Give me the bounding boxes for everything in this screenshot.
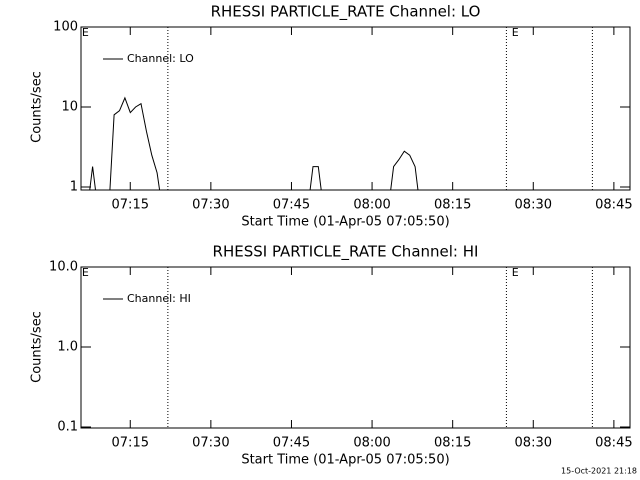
y-axis-label: Counts/sec bbox=[30, 71, 45, 143]
x-tick-label: 08:00 bbox=[353, 436, 390, 451]
data-line bbox=[89, 96, 419, 190]
x-tick-label: 08:15 bbox=[434, 436, 471, 451]
x-tick-label: 08:30 bbox=[515, 436, 552, 451]
x-axis-label: Start Time (01-Apr-05 07:05:50) bbox=[241, 453, 449, 468]
x-tick-label: 08:15 bbox=[434, 198, 471, 213]
x-axis-label: Start Time (01-Apr-05 07:05:50) bbox=[241, 215, 449, 230]
y-tick-label: 10.0 bbox=[49, 260, 78, 275]
annotation: E bbox=[512, 26, 519, 39]
x-tick-label: 07:45 bbox=[273, 436, 310, 451]
y-tick-label: 10 bbox=[61, 100, 78, 115]
annotation: E bbox=[82, 26, 89, 39]
timestamp: 15-Oct-2021 21:18 bbox=[561, 467, 637, 476]
legend-label: Channel: HI bbox=[127, 292, 191, 305]
plot-frame bbox=[80, 26, 631, 191]
y-tick-label: 0.1 bbox=[57, 420, 78, 435]
y-tick-label: 1.0 bbox=[57, 340, 78, 355]
x-tick-label: 07:30 bbox=[192, 436, 229, 451]
x-tick-label: 08:45 bbox=[595, 436, 632, 451]
x-tick-label: 07:30 bbox=[192, 198, 229, 213]
chart-title: RHESSI PARTICLE_RATE Channel: HI bbox=[213, 243, 479, 262]
x-tick-label: 08:00 bbox=[353, 198, 390, 213]
y-axis-label: Counts/sec bbox=[30, 311, 45, 383]
y-tick-label: 100 bbox=[53, 20, 78, 35]
x-tick-label: 08:45 bbox=[595, 198, 632, 213]
annotation: E bbox=[512, 266, 519, 279]
chart-title: RHESSI PARTICLE_RATE Channel: LO bbox=[211, 3, 481, 22]
legend-label: Channel: LO bbox=[127, 52, 194, 65]
x-tick-label: 07:15 bbox=[112, 198, 149, 213]
panel: RHESSI PARTICLE_RATE Channel: LO 1 10 100 Co… bbox=[30, 3, 633, 230]
annotation: E bbox=[82, 266, 89, 279]
x-tick-label: 07:45 bbox=[273, 198, 310, 213]
y-tick-label: 1 bbox=[70, 180, 78, 195]
x-tick-label: 08:30 bbox=[515, 198, 552, 213]
x-tick-label: 07:15 bbox=[112, 436, 149, 451]
panel: RHESSI PARTICLE_RATE Channel: HI 0.1 1.0 10… bbox=[30, 243, 633, 468]
